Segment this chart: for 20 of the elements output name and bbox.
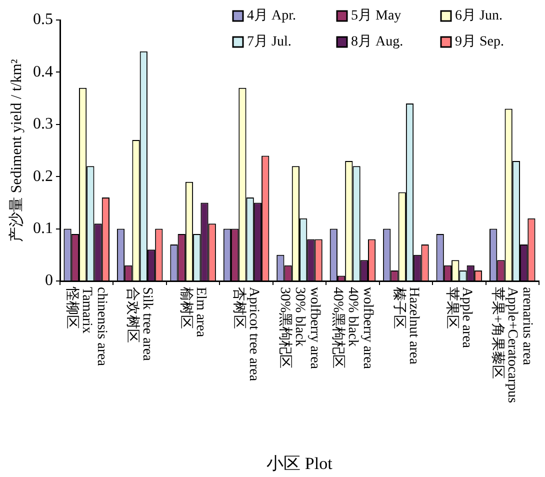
y-tick-label: 0.3 (33, 116, 53, 133)
y-tick-label: 0.4 (33, 63, 53, 80)
y-tick-label: 0.2 (33, 168, 53, 185)
legend-label: 5月 May (351, 8, 402, 24)
x-tick-label: 30%黑枸杞区 30% black wolfberry area (276, 287, 322, 370)
y-axis-title: 产沙量 Sediment yield / t/km² (8, 58, 25, 242)
x-tick-label: 杏树区 Apricot tree area (231, 287, 262, 382)
x-tick-label: 榆树区 Elm area (178, 287, 208, 338)
legend-label: 4月 Apr. (247, 8, 296, 24)
legend-label: 7月 Jul. (247, 34, 292, 50)
x-axis-title: 小区 Plot (266, 454, 333, 473)
legend-label: 8月 Aug. (351, 34, 404, 50)
legend-label: 6月 Jun. (455, 8, 502, 24)
x-tick-label: 苹果+角果藜区 Apple+Ceratocarpus arenarius area (490, 287, 535, 403)
y-tick-label: 0.1 (33, 220, 53, 238)
x-tick-label: 怪柳区 Tamarix chinensis area (64, 286, 109, 367)
legend-label: 9月 Sep. (455, 34, 504, 50)
y-tick-label: 0 (45, 272, 53, 290)
y-tick-label: 0.5 (33, 11, 53, 28)
x-tick-label: 苹果区 Apple area (444, 287, 474, 349)
